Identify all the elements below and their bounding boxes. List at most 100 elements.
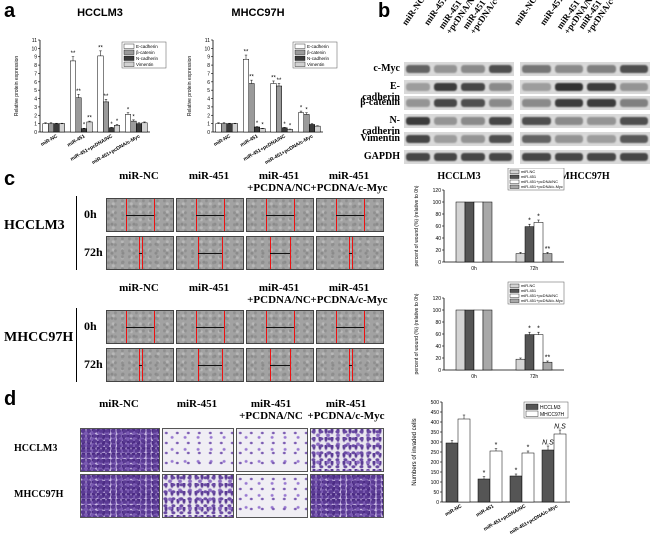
bar — [254, 126, 260, 133]
transwell-row-label: HCCLM3 — [14, 443, 58, 454]
bar — [509, 475, 523, 503]
category-label: 72h — [530, 374, 539, 380]
wound-edge-line — [364, 311, 365, 343]
time-label: 0h — [84, 319, 97, 333]
wound-width-line — [126, 327, 154, 328]
y-tick-label: 8 — [207, 63, 210, 69]
bar — [221, 123, 227, 133]
blot-band — [406, 135, 430, 143]
category-label: miR-NC — [213, 133, 232, 148]
bar — [482, 309, 493, 371]
wound-column-header: miR-451 — [188, 282, 230, 294]
bar — [521, 452, 535, 503]
wound-edge-line — [294, 311, 295, 343]
y-tick-label: 0 — [438, 260, 441, 266]
y-tick-label: 100 — [431, 480, 440, 486]
y-tick-label: 40 — [435, 236, 441, 242]
wound-width-line — [126, 215, 154, 216]
blot-band — [433, 83, 457, 91]
legend-label: E-cadherin — [307, 44, 329, 49]
category-label: miR-451+pcDNA/c-Myc — [264, 133, 314, 165]
blot-band — [587, 153, 616, 161]
legend-swatch — [123, 43, 135, 49]
bracket-line — [76, 196, 77, 270]
significance-mark: * — [305, 107, 308, 113]
bar — [130, 120, 137, 133]
y-axis-label: Relative protein expression — [14, 56, 20, 117]
wound-width-line — [336, 327, 364, 328]
lane-label: miR-NC — [511, 0, 539, 28]
wound-image — [316, 348, 384, 382]
significance-mark: * — [537, 326, 540, 333]
significance-mark: ** — [76, 89, 81, 95]
y-tick-label: 4 — [34, 97, 37, 103]
blot-band — [587, 65, 616, 73]
significance-mark: * — [528, 218, 531, 225]
category-label: 0h — [471, 266, 477, 272]
significance-mark: * — [127, 107, 130, 113]
bar — [455, 201, 466, 263]
legend-swatch — [509, 184, 520, 189]
y-tick-label: 120 — [433, 296, 442, 302]
y-tick-label: 2 — [34, 113, 37, 119]
blot-band — [587, 83, 616, 91]
wound-image — [246, 198, 314, 232]
bar — [226, 123, 233, 133]
bar — [276, 85, 282, 133]
blot-band — [522, 135, 551, 143]
bar — [533, 222, 544, 263]
blot-band — [554, 83, 583, 91]
bar — [59, 123, 65, 133]
blot-band — [488, 99, 512, 107]
significance-mark: * — [132, 114, 135, 120]
y-tick-label: 450 — [431, 410, 440, 416]
significance-mark: * — [261, 123, 264, 129]
wound-edge-line — [290, 237, 291, 269]
chart-wound-hcclm3: 0 20 40 60 80 100 120 percent of wound (%) (rel… — [414, 168, 565, 272]
significance-mark: N.S — [554, 424, 566, 431]
wound-width-line — [138, 365, 142, 366]
transwell-image — [80, 428, 160, 472]
blot-strip — [520, 62, 650, 76]
wound-width-line — [198, 253, 222, 254]
blot-band — [406, 153, 430, 161]
legend-label: miR-451+pcDNA/NC — [521, 179, 558, 184]
legend-swatch — [525, 410, 539, 417]
wound-cell-line-label: MHCC97H — [4, 330, 74, 345]
wound-edge-line — [141, 349, 143, 381]
transwell-image — [162, 474, 234, 518]
blot-band — [433, 99, 457, 107]
bar — [489, 450, 503, 503]
bar — [309, 124, 315, 133]
wound-width-line — [270, 365, 290, 366]
legend-swatch — [294, 55, 306, 61]
transwell-image — [236, 474, 308, 518]
wound-image — [176, 236, 244, 270]
bar — [455, 309, 466, 371]
significance-mark: * — [289, 124, 292, 130]
time-label: 72h — [84, 245, 103, 259]
bar — [42, 123, 49, 133]
y-tick-label: 100 — [433, 308, 442, 314]
blot-band — [522, 83, 551, 91]
transwell-image — [310, 428, 384, 472]
y-tick-label: 250 — [431, 450, 440, 456]
blot-band — [461, 117, 485, 125]
bar — [103, 101, 109, 133]
wound-column-header: miR-451 — [188, 170, 230, 182]
significance-mark: ** — [249, 75, 254, 81]
significance-mark: ** — [545, 246, 551, 253]
bar — [533, 334, 544, 371]
significance-mark: ** — [545, 355, 551, 362]
y-tick-label: 2 — [207, 113, 210, 119]
bar — [136, 123, 142, 133]
significance-mark: * — [483, 470, 486, 477]
wound-image — [246, 310, 314, 344]
wound-healing-mhcc97h: miR-NC miR-451 miR-451 +PCDNA/NC miR-451 +P… — [0, 282, 400, 390]
legend-label: miR-451+pcDNA/c-Myc — [521, 184, 563, 189]
legend-swatch — [509, 283, 520, 288]
legend-label: β-catenin — [136, 50, 155, 55]
wound-image — [246, 348, 314, 382]
bar — [524, 226, 535, 263]
transwell-column-header: miR-451 +PCDNA/c-Myc — [307, 398, 385, 422]
